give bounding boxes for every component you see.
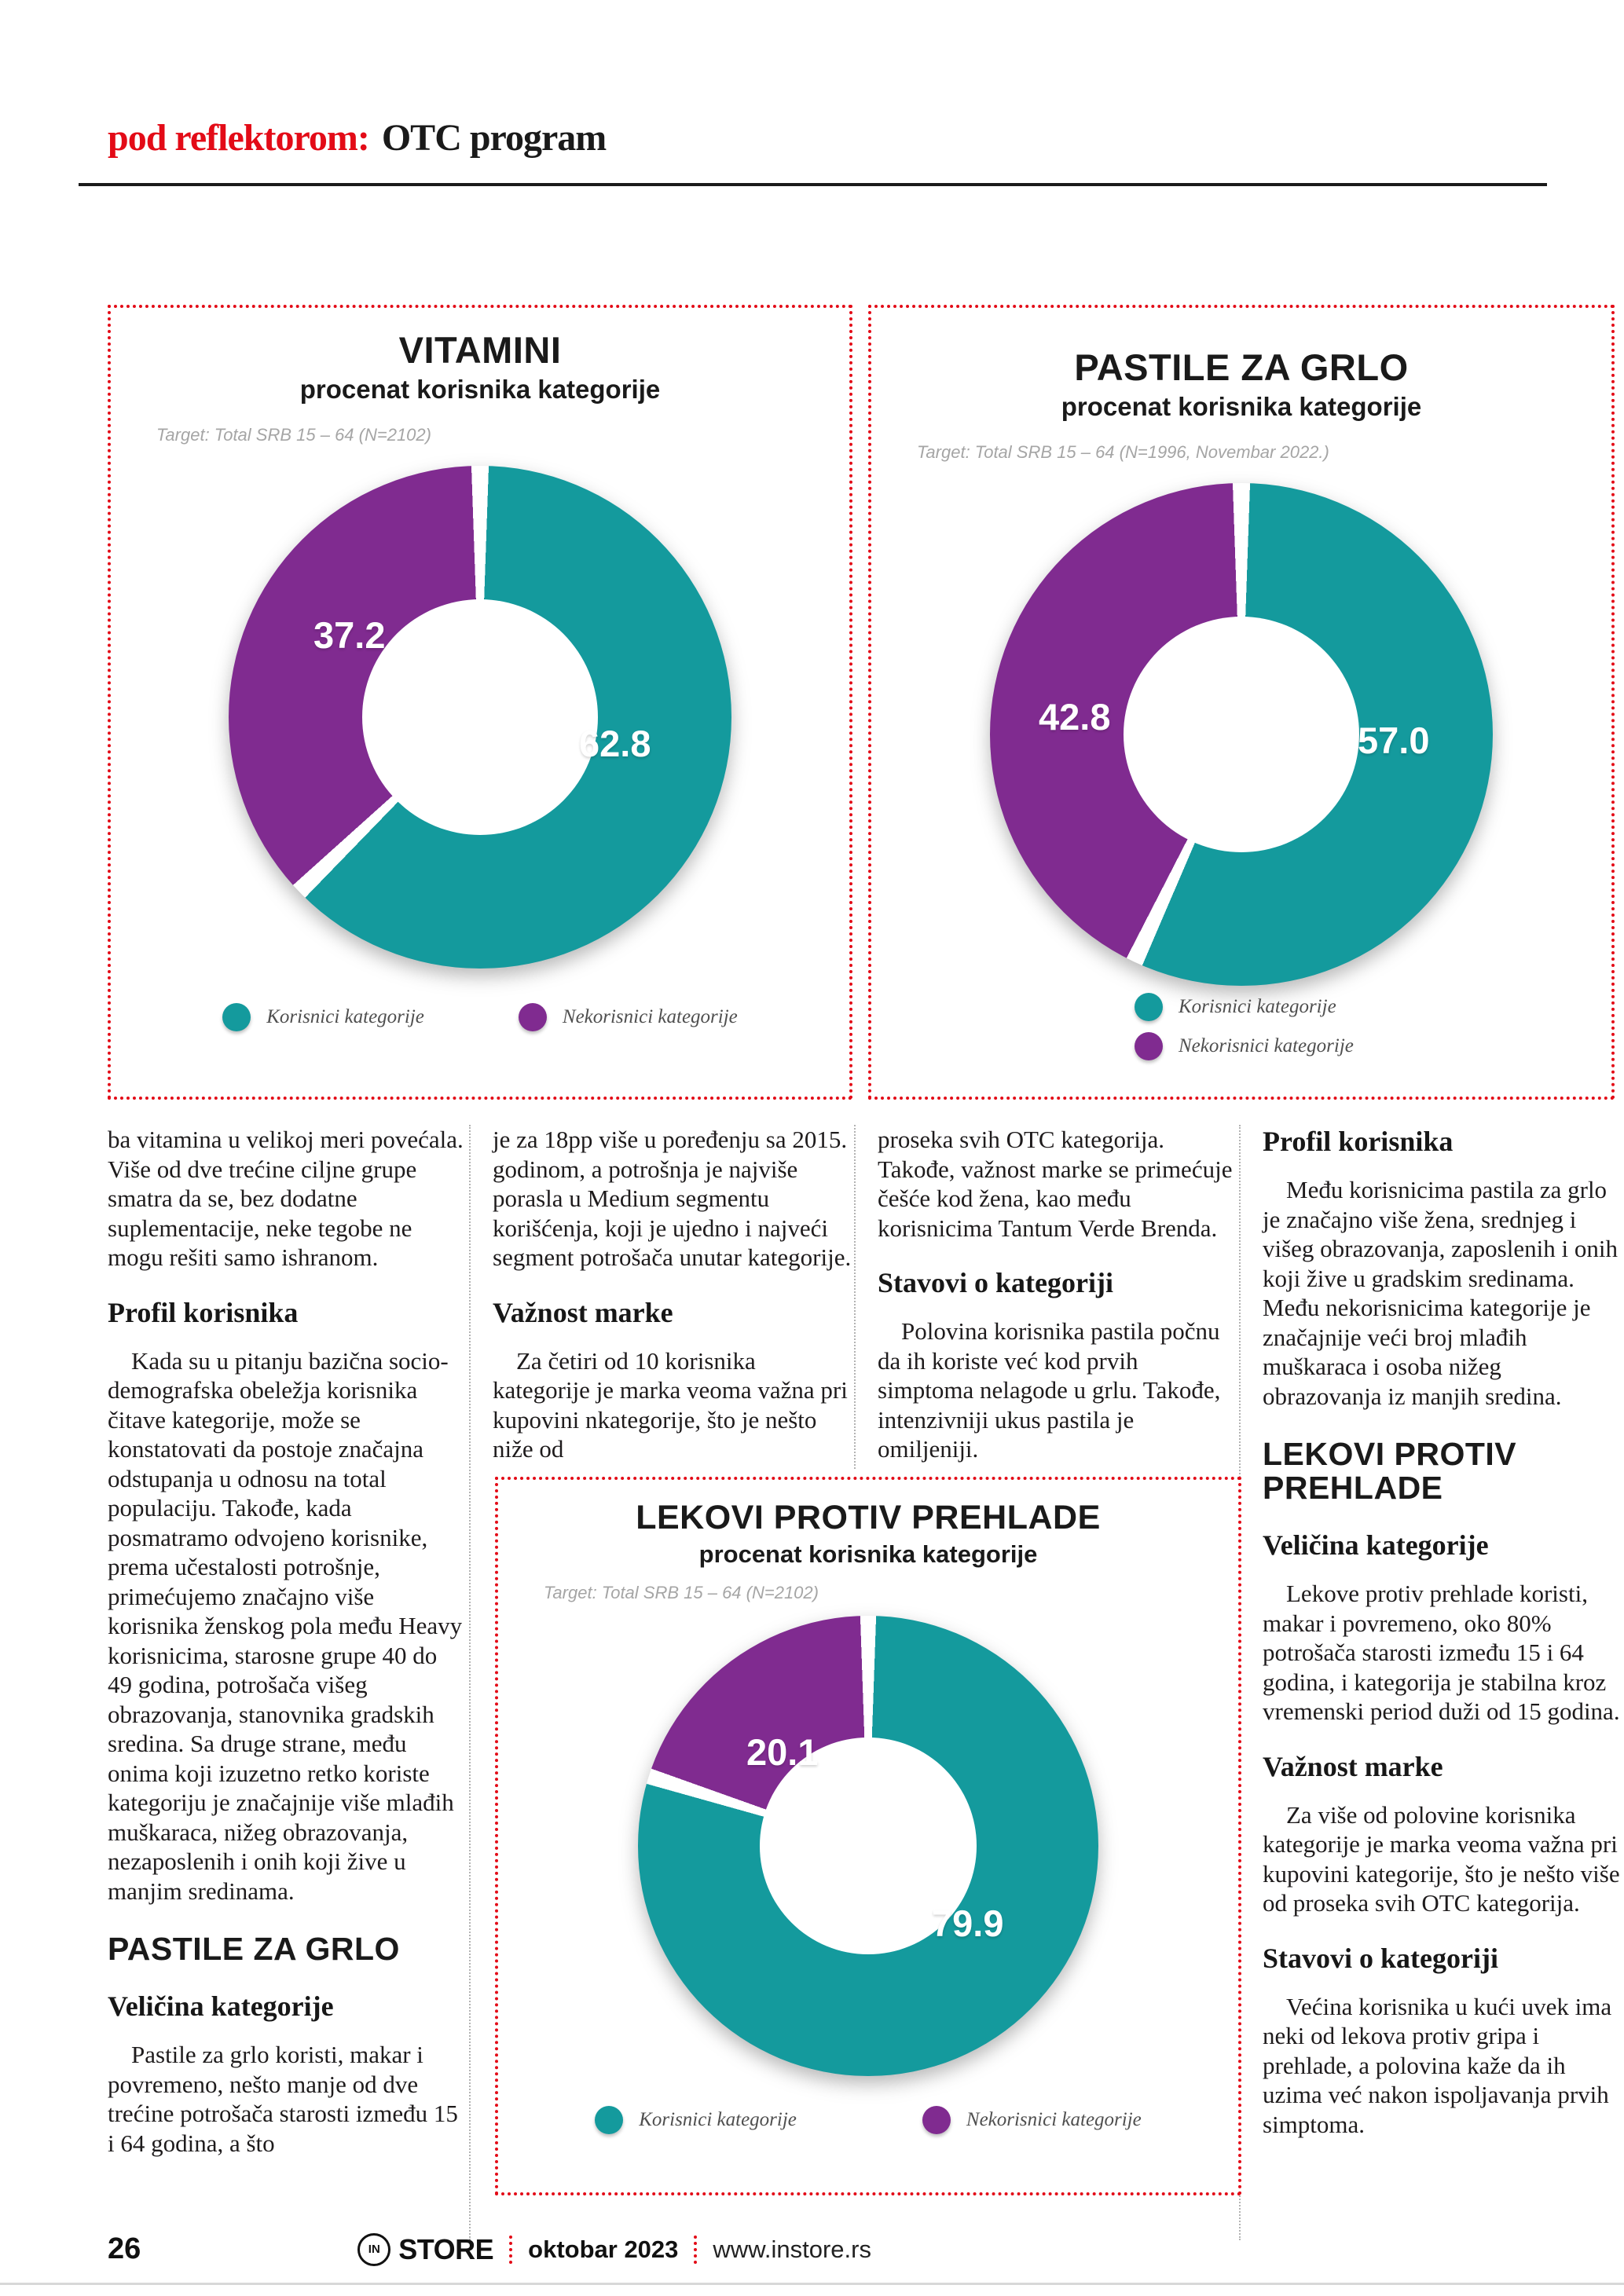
instore-logo-icon: IN <box>357 2232 391 2266</box>
donut-chart-pastile: 42.8 57.0 <box>990 483 1493 986</box>
body-paragraph: Polovina korisnika pastila počnu da ih k… <box>878 1317 1221 1463</box>
section-heading: Veličina kategorije <box>108 1990 334 2023</box>
donut-hole <box>361 599 599 836</box>
slice-value-nonusers: 42.8 <box>1039 696 1111 738</box>
chart-title: LEKOVI PROTIV PREHLADE <box>636 1499 1101 1536</box>
section-heading: Važnost marke <box>493 1296 673 1328</box>
footer-divider <box>509 2235 513 2264</box>
legend-dot-purple <box>1135 1032 1163 1060</box>
instore-logo-letters: IN <box>368 2243 380 2256</box>
website-url: www.instore.rs <box>713 2235 871 2263</box>
legend-dot-purple <box>518 1003 547 1031</box>
chart-title: PASTILE ZA GRLO <box>1074 346 1409 388</box>
legend-label: Nekorisnici kategorije <box>1179 1035 1354 1056</box>
body-paragraph: Pastile za grlo koristi, makar i povreme… <box>108 2041 458 2157</box>
legend-dot-purple <box>922 2106 951 2134</box>
logo-store-text: STORE <box>398 2232 494 2265</box>
section-heading: PASTILE ZA GRLO <box>108 1931 400 1967</box>
slice-value-users: 79.9 <box>932 1902 1004 1944</box>
body-paragraph: Lekove protiv prehlade koristi, makar i … <box>1263 1580 1620 1726</box>
chart-legend: Korisnici kategorije Nekorisnici kategor… <box>498 2106 1238 2134</box>
column-separator <box>854 1125 856 1469</box>
text-column-2: je za 18pp više u poređenju sa 2015. god… <box>493 1125 852 1469</box>
body-paragraph: je za 18pp više u poređenju sa 2015. god… <box>493 1126 852 1271</box>
issue-date: oktobar 2023 <box>528 2235 679 2263</box>
section-heading: LEKOVI PROTIV PREHLADE <box>1263 1436 1517 1507</box>
header-rule <box>79 183 1547 186</box>
body-paragraph: Kada su u pitanju bazična socio-demograf… <box>108 1346 463 1905</box>
legend-dot-teal <box>1135 993 1163 1021</box>
chart-target-note: Target: Total SRB 15 – 64 (N=1996, Novem… <box>917 442 1329 462</box>
body-paragraph: Većina korisnika u kući uvek ima neki od… <box>1263 1992 1612 2138</box>
legend-dot-teal <box>595 2106 624 2134</box>
slice-value-nonusers: 20.1 <box>746 1731 819 1773</box>
chart-subtitle: procenat korisnika kategorije <box>698 1540 1038 1568</box>
slice-value-users: 62.8 <box>579 723 651 764</box>
page-kicker: pod reflektorom: OTC program <box>108 116 607 159</box>
kicker-topic: OTC program <box>381 117 607 159</box>
text-column-3: proseka svih OTC kategorija. Takođe, važ… <box>878 1125 1237 1469</box>
footer-divider <box>694 2235 698 2264</box>
body-paragraph: Među korisnicima pastila za grlo je znač… <box>1263 1176 1618 1410</box>
chart-title: VITAMINI <box>398 329 562 371</box>
legend-item-nonusers: Nekorisnici kategorije <box>518 1003 738 1031</box>
legend-label: Nekorisnici kategorije <box>966 2109 1142 2130</box>
legend-item-nonusers: Nekorisnici kategorije <box>1135 1032 1354 1060</box>
footer-brand: IN STORE oktobar 2023 www.instore.rs <box>357 2232 871 2266</box>
text-column-1: ba vitamina u velikoj meri povećala. Viš… <box>108 1125 467 2162</box>
section-heading: Važnost marke <box>1263 1750 1443 1782</box>
legend-label: Korisnici kategorije <box>266 1006 424 1027</box>
legend-item-users: Korisnici kategorije <box>595 2106 797 2134</box>
page-number: 26 <box>108 2232 141 2265</box>
legend-dot-teal <box>222 1003 251 1031</box>
legend-item-nonusers: Nekorisnici kategorije <box>922 2106 1142 2134</box>
kicker-highlight: pod reflektorom: <box>108 117 370 159</box>
chart-box-lekovi: LEKOVI PROTIV PREHLADE procenat korisnik… <box>495 1477 1241 2195</box>
chart-box-vitamini: VITAMINI procenat korisnika kategorije T… <box>108 305 852 1100</box>
slice-value-users: 57.0 <box>1358 720 1430 761</box>
column-separator <box>469 1125 471 2240</box>
legend-label: Korisnici kategorije <box>1179 996 1336 1017</box>
chart-subtitle: procenat korisnika kategorije <box>299 375 661 404</box>
legend-item-users: Korisnici kategorije <box>1135 993 1336 1021</box>
section-heading: Profil korisnika <box>108 1296 299 1328</box>
legend-label: Korisnici kategorije <box>639 2109 797 2130</box>
body-paragraph: ba vitamina u velikoj meri povećala. Viš… <box>108 1126 464 1271</box>
donut-hole <box>760 1738 977 1954</box>
legend-item-users: Korisnici kategorije <box>222 1003 424 1031</box>
donut-hole <box>1123 616 1360 853</box>
chart-legend: Korisnici kategorije Nekorisnici kategor… <box>111 1003 849 1031</box>
section-heading: Stavovi o kategoriji <box>1263 1942 1498 1974</box>
chart-target-note: Target: Total SRB 15 – 64 (N=2102) <box>544 1583 819 1602</box>
legend-label: Nekorisnici kategorije <box>562 1006 738 1027</box>
chart-target-note: Target: Total SRB 15 – 64 (N=2102) <box>156 425 431 445</box>
donut-chart-vitamini: 37.2 62.8 <box>229 466 731 969</box>
chart-box-pastile: PASTILE ZA GRLO procenat korisnika kateg… <box>868 305 1615 1100</box>
slice-value-nonusers: 37.2 <box>313 614 386 656</box>
bottom-rule <box>0 2283 1624 2285</box>
body-paragraph: proseka svih OTC kategorija. Takođe, važ… <box>878 1126 1233 1242</box>
chart-subtitle: procenat korisnika kategorije <box>1061 392 1422 421</box>
text-column-4: Profil korisnika Među korisnicima pastila… <box>1263 1125 1622 2144</box>
body-paragraph: Za više od polovine korisnika kategorije… <box>1263 1800 1620 1917</box>
donut-chart-lekovi: 20.1 79.9 <box>638 1616 1098 2076</box>
section-heading: Veličina kategorije <box>1263 1529 1489 1562</box>
chart-legend: Korisnici kategorije Nekorisnici kategor… <box>1135 993 1354 1060</box>
page-footer: 26 IN STORE oktobar 2023 www.instore.rs <box>108 2232 871 2266</box>
section-heading: Profil korisnika <box>1263 1126 1454 1157</box>
section-heading: Stavovi o kategoriji <box>878 1267 1113 1298</box>
body-paragraph: Za četiri od 10 korisnika kategorije je … <box>493 1346 848 1463</box>
